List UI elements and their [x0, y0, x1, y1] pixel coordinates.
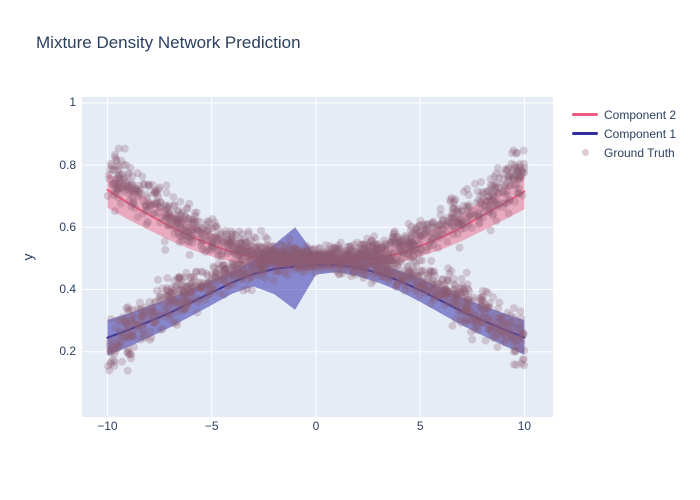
y-axis-title: y: [19, 253, 36, 261]
x-tick-label: 5: [416, 419, 424, 433]
y-tick-label: 0.8: [59, 157, 76, 172]
y-tick-label: 0.4: [59, 281, 76, 296]
legend-item-component-1[interactable]: Component 1: [572, 124, 676, 143]
x-tick-label: −5: [204, 419, 219, 433]
component-1-line-swatch-icon: [572, 132, 598, 135]
x-tick-label: 10: [517, 419, 532, 433]
y-tick-label: 0.2: [59, 344, 76, 359]
legend-item-ground-truth[interactable]: Ground Truth: [572, 143, 676, 162]
legend-item-component-2[interactable]: Component 2: [572, 105, 676, 124]
y-tick-label: 1: [69, 95, 76, 110]
legend: Component 2 Component 1 Ground Truth: [572, 105, 676, 162]
plot-area[interactable]: [82, 97, 553, 417]
y-tick-label: 0.6: [59, 219, 76, 234]
ground-truth-dot-swatch-icon: [572, 149, 598, 156]
component-2-line-swatch-icon: [572, 113, 598, 116]
x-tick-label: 0: [312, 419, 320, 433]
plot-canvas[interactable]: [82, 97, 553, 417]
legend-label: Ground Truth: [604, 145, 675, 160]
chart-title: Mixture Density Network Prediction: [36, 33, 301, 52]
x-tick-label: −10: [97, 419, 118, 433]
legend-label: Component 1: [604, 126, 677, 141]
legend-label: Component 2: [604, 107, 677, 122]
